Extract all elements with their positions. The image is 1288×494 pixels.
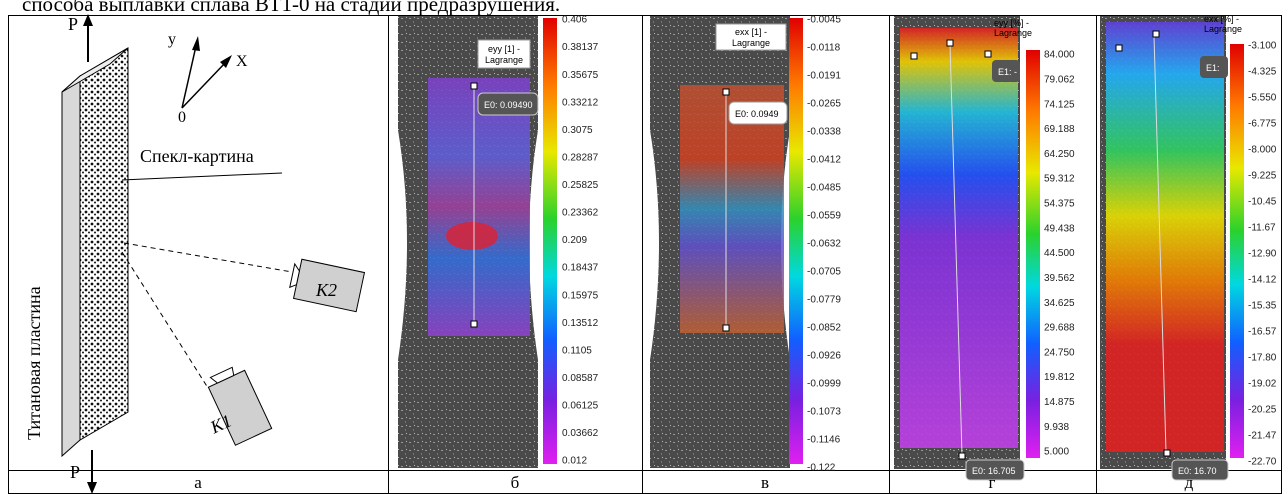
scale-label: -0.0412 bbox=[807, 155, 841, 166]
scale-label: -3.100 bbox=[1248, 41, 1277, 52]
scale-label: 69.188 bbox=[1044, 124, 1075, 135]
scale-label: -0.1146 bbox=[807, 435, 841, 446]
scale-label: 0.13512 bbox=[562, 318, 599, 329]
scale-label: -0.0338 bbox=[807, 127, 841, 138]
legend-title: exx [%] - bbox=[1204, 14, 1239, 24]
scale-label: 5.000 bbox=[1044, 447, 1069, 458]
label: y bbox=[168, 31, 176, 48]
scale-label: 79.062 bbox=[1044, 74, 1075, 85]
label: 0 bbox=[178, 109, 186, 126]
scale-label: 0.06125 bbox=[562, 401, 599, 412]
scale-label: 54.375 bbox=[1044, 199, 1075, 210]
legend-title: eyy [%] - bbox=[994, 18, 1029, 28]
legend-sub: Lagrange bbox=[1204, 24, 1242, 34]
scale-label: -0.0485 bbox=[807, 183, 841, 194]
scale-label: -22.70 bbox=[1248, 457, 1277, 468]
scale-label: -0.1073 bbox=[807, 407, 841, 418]
scale-label: 0.209 bbox=[562, 235, 587, 246]
scale-label: -0.122 bbox=[807, 463, 836, 474]
figure: способа выплавки сплава ВТ1-0 на стадии … bbox=[0, 0, 1288, 494]
scale-label: 34.625 bbox=[1044, 298, 1075, 309]
scale-label: 0.35675 bbox=[562, 70, 599, 81]
scale-label: -10.45 bbox=[1248, 197, 1277, 208]
scale-label: -5.550 bbox=[1248, 93, 1277, 104]
legend-sub: Lagrange bbox=[994, 28, 1032, 38]
legend-title: exx [1] - bbox=[735, 27, 767, 37]
scale-label: -0.0118 bbox=[807, 43, 841, 54]
scale-label: -0.0999 bbox=[807, 379, 841, 390]
caption-line: способа выплавки сплава ВТ1-0 на стадии … bbox=[22, 0, 560, 16]
scale-label: -8.000 bbox=[1248, 145, 1277, 156]
panel-caption: д bbox=[1185, 473, 1194, 492]
scale-label: 44.500 bbox=[1044, 248, 1075, 259]
scale-label: -20.25 bbox=[1248, 405, 1277, 416]
label: K2 bbox=[315, 280, 337, 300]
label: X bbox=[236, 53, 248, 70]
scale-label: -0.0852 bbox=[807, 323, 841, 334]
panel-caption: а bbox=[194, 473, 202, 492]
scale-label: 39.562 bbox=[1044, 273, 1075, 284]
legend-title: eyy [1] - bbox=[488, 44, 520, 54]
scale-label: 14.875 bbox=[1044, 397, 1075, 408]
scale-label: -9.225 bbox=[1248, 171, 1277, 182]
scale-label: -0.0559 bbox=[807, 211, 841, 222]
scale-label: -12.90 bbox=[1248, 249, 1277, 260]
scale-label: -14.12 bbox=[1248, 275, 1277, 286]
scale-label: 0.012 bbox=[562, 456, 587, 467]
scale-label: 49.438 bbox=[1044, 223, 1075, 234]
scale-label: -17.80 bbox=[1248, 353, 1277, 364]
scale-label: 59.312 bbox=[1044, 174, 1075, 185]
scale-label: -16.57 bbox=[1248, 327, 1277, 338]
scale-label: 0.15975 bbox=[562, 290, 599, 301]
scale-label: -0.0632 bbox=[807, 239, 841, 250]
scale-label: 24.750 bbox=[1044, 347, 1075, 358]
probe-label: E1: - bbox=[998, 67, 1017, 77]
scale-label: 0.08587 bbox=[562, 373, 599, 384]
scale-label: 64.250 bbox=[1044, 149, 1075, 160]
label: P bbox=[68, 14, 78, 34]
scale-label: -0.0779 bbox=[807, 295, 841, 306]
scale-label: -15.35 bbox=[1248, 301, 1277, 312]
table-grid bbox=[8, 15, 1282, 494]
scale-label: 0.3075 bbox=[562, 125, 593, 136]
scale-label: 0.23362 bbox=[562, 208, 599, 219]
scale-label: 19.812 bbox=[1044, 372, 1075, 383]
label: Спекл-картина bbox=[140, 146, 254, 166]
scale-label: -11.67 bbox=[1248, 223, 1276, 234]
scale-label: -0.0265 bbox=[807, 99, 841, 110]
label: P bbox=[70, 462, 80, 482]
panel-caption: б bbox=[511, 473, 520, 492]
legend-sub: Lagrange bbox=[732, 38, 770, 48]
scale-label: -6.775 bbox=[1248, 119, 1277, 130]
scale-label: -0.0191 bbox=[807, 71, 841, 82]
label: Титановая пластина bbox=[24, 286, 44, 440]
scale-label: -19.02 bbox=[1248, 379, 1277, 390]
panel-caption: в bbox=[761, 473, 769, 492]
scale-label: 0.1105 bbox=[562, 345, 592, 356]
probe-label: E0: 0.09490 bbox=[484, 100, 533, 110]
legend-sub: Lagrange bbox=[485, 55, 523, 65]
scale-label: -0.0705 bbox=[807, 267, 841, 278]
scale-label: -21.47 bbox=[1248, 431, 1277, 442]
scale-label: 0.18437 bbox=[562, 263, 599, 274]
scale-label: -0.0045 bbox=[807, 15, 841, 26]
scale-label: 0.38137 bbox=[562, 42, 599, 53]
scale-label: 0.03662 bbox=[562, 428, 599, 439]
scale-label: 84.000 bbox=[1044, 50, 1075, 61]
scale-label: 0.406 bbox=[562, 15, 587, 26]
scale-label: 0.28287 bbox=[562, 152, 599, 163]
scale-label: 0.25825 bbox=[562, 180, 599, 191]
scale-label: 0.33212 bbox=[562, 97, 599, 108]
panel-caption: г bbox=[989, 473, 996, 492]
scale-label: 9.938 bbox=[1044, 422, 1069, 433]
scale-label: -4.325 bbox=[1248, 67, 1277, 78]
probe-label: E0: 0.0949 bbox=[735, 109, 779, 119]
scale-label: -0.0926 bbox=[807, 351, 841, 362]
scale-label: 29.688 bbox=[1044, 323, 1075, 334]
probe-label: E1: bbox=[1206, 63, 1220, 73]
scale-label: 74.125 bbox=[1044, 99, 1075, 110]
